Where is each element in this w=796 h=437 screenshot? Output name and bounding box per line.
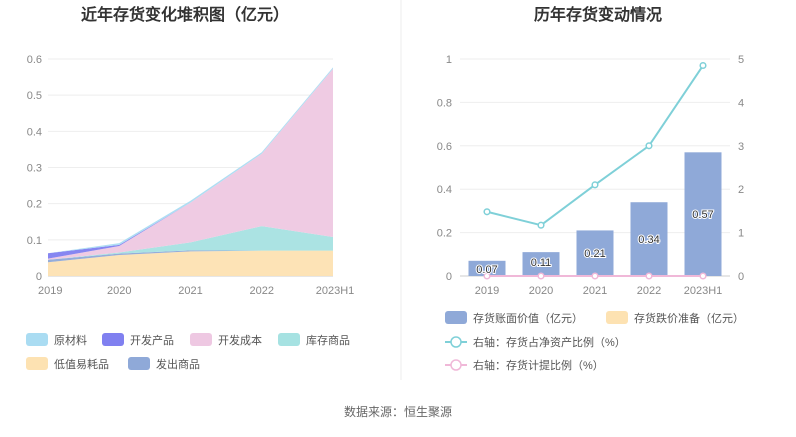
right-right-y-tick-label: 5	[738, 54, 744, 66]
right-x-tick-label: 2023H1	[684, 285, 723, 297]
right-x-tick-label: 2022	[637, 285, 661, 297]
right-left-y-axis: 0 0.2 0.4 0.6 0.8 1	[437, 54, 452, 283]
legend-bar-impairment-label: 存货跌价准备（亿元）	[634, 311, 744, 325]
bar-value-label-4: 0.57	[692, 209, 713, 221]
right-left-y-tick-label: 0	[446, 271, 452, 283]
line-point-1-2	[591, 272, 599, 280]
right-left-y-tick-label: 0.6	[437, 141, 452, 153]
legend-swatch-1	[102, 333, 124, 346]
left-y-tick-label: 0	[36, 271, 42, 283]
legend-label-1: 开发产品	[130, 333, 174, 347]
data-source: 数据来源：恒生聚源	[344, 404, 452, 419]
legend-line-provision-label: 右轴：存货计提比例（%）	[473, 358, 604, 372]
inventory-bar-0	[468, 260, 506, 276]
right-legend: 存货账面价值（亿元） 存货跌价准备（亿元） 右轴：存货占净资产比例（%） 右轴：存货计…	[445, 311, 744, 372]
left-y-axis: 0 0.1 0.2 0.3 0.4 0.5 0.6	[27, 54, 42, 283]
right-right-y-tick-label: 1	[738, 228, 744, 240]
bar-value-label-0: 0.07	[476, 264, 497, 276]
stacked-area-panel: 近年存货变化堆积图（亿元） 00.10.20.30.40.50.6 2019 20…	[26, 5, 354, 371]
legend-swatch-2	[190, 333, 212, 346]
line-point-1-1	[537, 272, 545, 280]
line-point-1-3	[645, 272, 653, 280]
legend-label-0: 原材料	[54, 333, 87, 347]
legend-label-5: 发出商品	[156, 357, 200, 371]
right-x-tick-label: 2021	[583, 285, 607, 297]
left-x-tick-label: 2020	[107, 285, 131, 297]
legend-line-ratio-marker	[450, 336, 462, 348]
left-x-axis: 2019 2020 2021 2022 2023H1	[38, 285, 354, 297]
legend-label-3: 库存商品	[306, 333, 350, 347]
line-point-0-3	[645, 142, 653, 150]
legend-bar-impairment-swatch	[606, 311, 628, 324]
right-right-y-tick-label: 3	[738, 141, 744, 153]
legend-line-ratio-label: 右轴：存货占净资产比例（%）	[473, 335, 626, 349]
legend-swatch-5	[128, 357, 150, 370]
right-right-y-axis: 0 1 2 3 4 5	[738, 54, 744, 283]
right-left-y-tick-label: 0.2	[437, 228, 452, 240]
left-y-tick-label: 0.5	[27, 90, 42, 102]
left-areas	[48, 67, 333, 276]
legend-label-2: 开发成本	[218, 333, 262, 347]
right-right-y-tick-label: 2	[738, 184, 744, 196]
left-x-tick-label: 2022	[250, 285, 274, 297]
left-x-tick-label: 2019	[38, 285, 62, 297]
left-y-tick-label: 0.4	[27, 126, 42, 138]
left-y-tick-label: 0.2	[27, 199, 42, 211]
legend-bar-book-value-swatch	[445, 311, 467, 324]
inventory-bar-4	[684, 152, 722, 276]
left-y-tick-label: 0.3	[27, 163, 42, 175]
left-x-tick-label: 2023H1	[316, 285, 355, 297]
inventory-bar-3	[630, 202, 668, 276]
legend-swatch-0	[26, 333, 48, 346]
legend-swatch-4	[26, 357, 48, 370]
line-point-0-0	[483, 208, 491, 216]
line-point-1-0	[483, 272, 491, 280]
right-x-tick-label: 2019	[475, 285, 499, 297]
right-chart-title: 历年存货变动情况	[534, 5, 662, 24]
right-right-y-tick-label: 0	[738, 271, 744, 283]
right-x-tick-label: 2020	[529, 285, 553, 297]
right-x-axis: 2019 2020 2021 2022 2023H1	[475, 285, 723, 297]
line-point-1-4	[699, 272, 707, 280]
left-y-tick-label: 0.6	[27, 54, 42, 66]
legend-bar-book-value-label: 存货账面价值（亿元）	[473, 311, 583, 325]
bar-value-label-1: 0.11	[531, 257, 552, 269]
left-y-tick-label: 0.1	[27, 235, 42, 247]
area-2	[48, 68, 333, 260]
inventory-bar-1	[522, 252, 560, 276]
right-right-y-tick-label: 4	[738, 97, 744, 109]
line-point-0-2	[591, 181, 599, 189]
right-left-y-tick-label: 0.8	[437, 97, 452, 109]
right-left-y-tick-label: 0.4	[437, 184, 452, 196]
legend-swatch-3	[278, 333, 300, 346]
legend-line-provision-marker	[450, 359, 462, 371]
bar-value-label-3: 0.34	[638, 234, 659, 246]
line-point-0-4	[699, 61, 707, 70]
right-bars	[468, 152, 722, 276]
legend-label-4: 低值易耗品	[54, 358, 109, 371]
left-chart-title: 近年存货变化堆积图（亿元）	[81, 5, 289, 24]
inventory-bar-2	[576, 230, 614, 276]
line-point-0-1	[537, 221, 545, 229]
area-5	[48, 250, 333, 263]
right-lines	[483, 61, 707, 280]
right-left-y-tick-label: 1	[446, 54, 452, 66]
area-4	[48, 250, 333, 276]
left-x-tick-label: 2021	[178, 285, 202, 297]
bar-value-label-2: 0.21	[584, 248, 605, 260]
area-3	[48, 226, 333, 260]
